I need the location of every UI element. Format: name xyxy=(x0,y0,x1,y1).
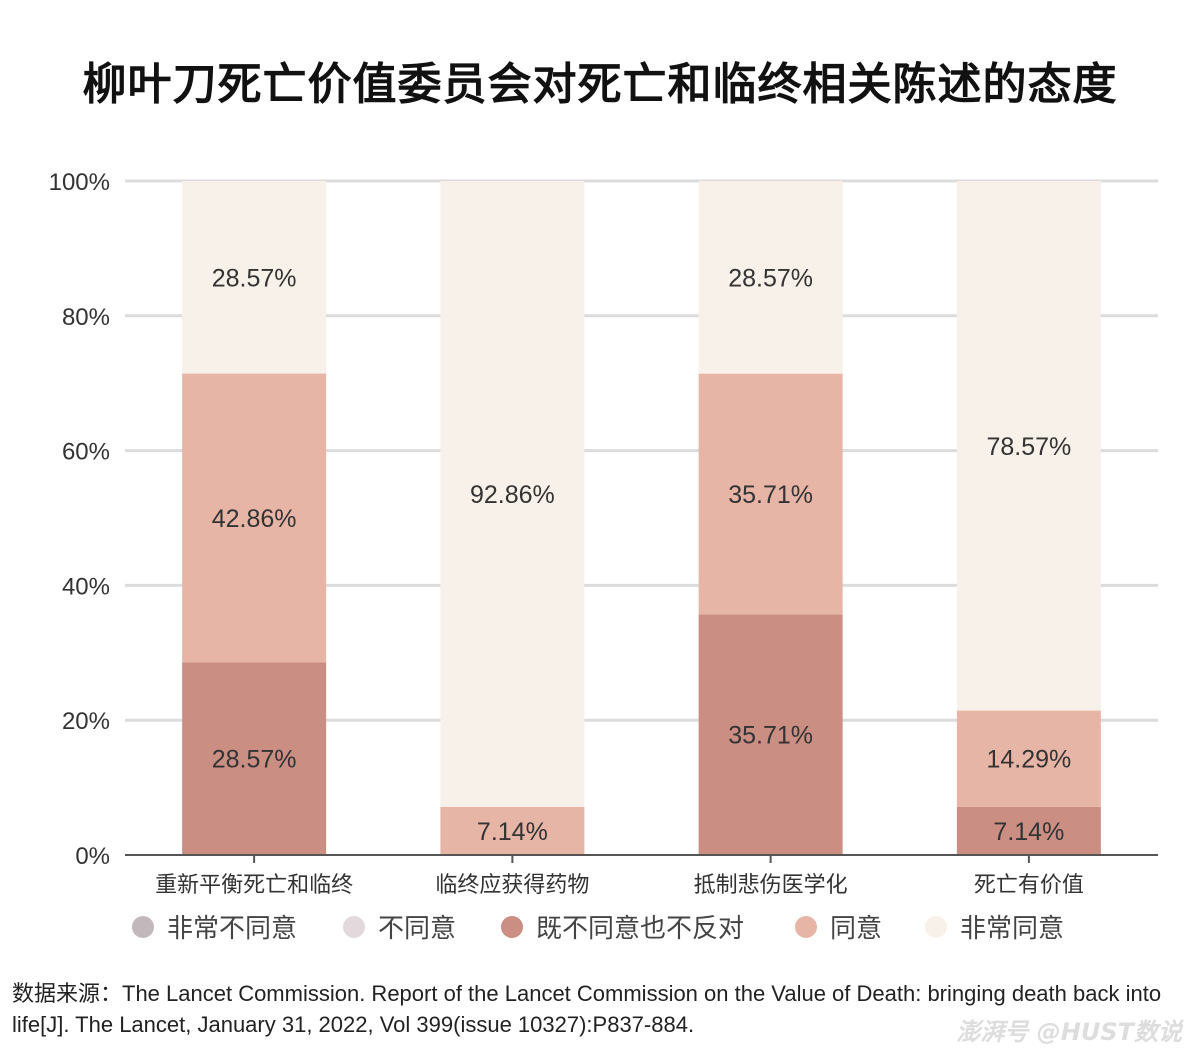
y-tick-label: 0% xyxy=(75,843,110,870)
bar-segment xyxy=(956,181,1101,711)
bar-segment xyxy=(698,373,843,615)
data-label: 78.57% xyxy=(986,433,1071,461)
bar-segment xyxy=(698,614,843,855)
x-tick-label: 重新平衡死亡和临终 xyxy=(155,873,353,898)
bar-segment xyxy=(182,373,327,663)
watermark: 澎湃号 @HUST数说 xyxy=(956,1018,1182,1046)
y-tick-label: 20% xyxy=(62,708,110,735)
legend-label: 非常不同意 xyxy=(167,914,297,944)
source-note: 数据来源：The Lancet Commission. Report of th… xyxy=(12,981,1162,1037)
legend-label: 同意 xyxy=(830,914,882,944)
data-label: 28.57% xyxy=(212,264,297,292)
bar-segment xyxy=(956,806,1101,855)
data-label: 28.57% xyxy=(728,264,813,292)
bar-segment xyxy=(182,181,327,374)
bar-segment xyxy=(698,181,843,374)
legend-label: 不同意 xyxy=(378,914,456,944)
x-tick-label: 临终应获得药物 xyxy=(435,873,589,898)
legend-marker xyxy=(501,916,523,938)
bar-segment xyxy=(182,662,327,855)
chart-title: 柳叶刀死亡价值委员会对死亡和临终相关陈述的态度 xyxy=(82,59,1118,110)
data-label: 92.86% xyxy=(470,481,555,509)
x-tick-label: 抵制悲伤医学化 xyxy=(694,873,848,898)
bar-segment xyxy=(440,806,585,855)
data-label: 28.57% xyxy=(212,746,297,774)
bar-segment xyxy=(956,710,1101,807)
y-tick-label: 40% xyxy=(62,573,110,600)
data-label: 42.86% xyxy=(212,505,297,533)
legend-marker xyxy=(343,916,365,938)
y-tick-label: 100% xyxy=(49,169,110,196)
x-tick-label: 死亡有价值 xyxy=(974,873,1084,898)
legend-marker xyxy=(925,916,947,938)
bar-segment xyxy=(440,181,585,807)
legend-label: 非常同意 xyxy=(960,914,1064,944)
data-label: 35.71% xyxy=(728,722,813,750)
y-tick-label: 60% xyxy=(62,439,110,466)
data-label: 14.29% xyxy=(986,746,1071,774)
data-label: 35.71% xyxy=(728,481,813,509)
legend-marker xyxy=(132,916,154,938)
y-tick-label: 80% xyxy=(62,304,110,331)
legend-label: 既不同意也不反对 xyxy=(536,914,744,944)
data-label: 7.14% xyxy=(477,818,548,846)
legend-marker xyxy=(795,916,817,938)
data-label: 7.14% xyxy=(993,818,1064,846)
